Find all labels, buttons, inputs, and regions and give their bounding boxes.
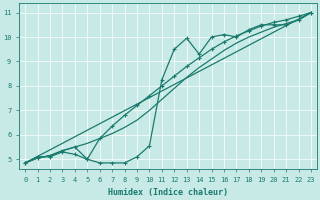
X-axis label: Humidex (Indice chaleur): Humidex (Indice chaleur) <box>108 188 228 197</box>
